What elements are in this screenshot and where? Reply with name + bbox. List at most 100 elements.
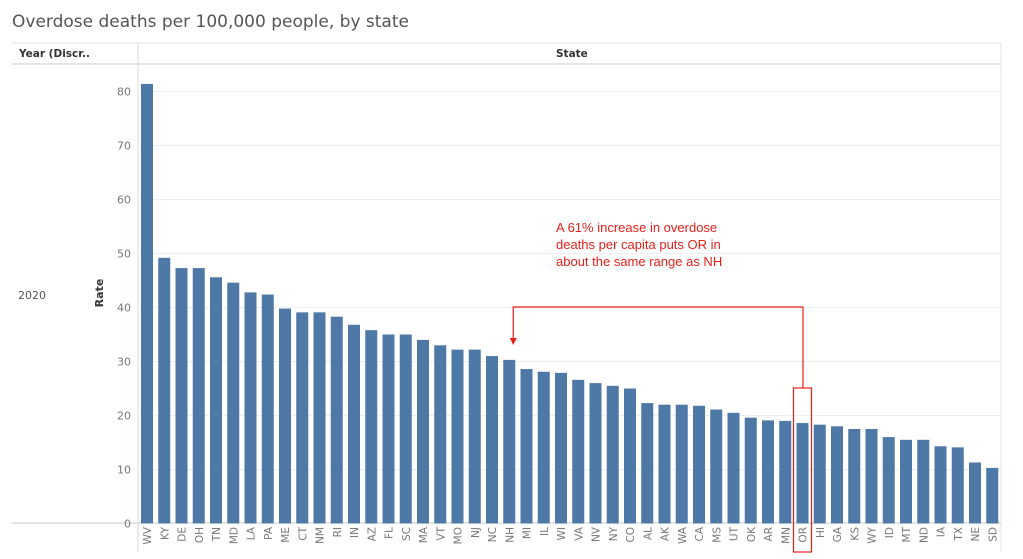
annotation-arrowhead xyxy=(509,338,517,345)
x-tick-label: IN xyxy=(349,527,361,538)
x-tick-label: OK xyxy=(746,526,758,542)
year-row-label: 2020 xyxy=(18,289,46,302)
x-tick-label: UT xyxy=(729,526,741,541)
bar-mn xyxy=(779,420,792,524)
bar-in xyxy=(348,324,360,524)
x-tick-label: CO xyxy=(625,527,637,543)
bar-fl xyxy=(382,334,395,524)
x-tick-label: SC xyxy=(401,527,413,541)
annotation-line-2: deaths per capita puts OR in xyxy=(556,237,721,252)
x-tick-label: KS xyxy=(849,527,861,541)
y-tick-label: 0 xyxy=(124,518,131,531)
bar-ut xyxy=(727,412,740,524)
x-tick-label: NY xyxy=(608,526,620,541)
bar-ar xyxy=(762,420,774,524)
row-field-header[interactable]: Year (Discr.. xyxy=(19,48,90,60)
x-tick-label: VA xyxy=(573,526,585,541)
bar-mi xyxy=(520,369,533,524)
x-tick-label: SD xyxy=(987,527,999,542)
bar-de xyxy=(175,268,188,524)
y-axis-ticks: 0 10 20 30 40 50 60 70 80 xyxy=(117,86,131,531)
bar-ms xyxy=(710,409,723,524)
annotation-arrow-line xyxy=(512,306,804,388)
bar-wa xyxy=(675,404,688,524)
bar-nd xyxy=(917,439,930,524)
x-tick-label: IL xyxy=(539,527,551,536)
bar-md xyxy=(227,282,240,524)
x-tick-label: HI xyxy=(815,527,827,538)
chart-title: Overdose deaths per 100,000 people, by s… xyxy=(12,12,409,32)
bar-wi xyxy=(555,372,567,524)
x-tick-label: PA xyxy=(263,526,275,540)
x-tick-label: OR xyxy=(798,527,810,543)
x-tick-label: AL xyxy=(642,527,654,540)
bar-ct xyxy=(296,312,309,524)
x-tick-label: NE xyxy=(970,527,982,542)
bar-mo xyxy=(451,349,464,524)
annotation-line-1: A 61% increase in overdose xyxy=(556,220,718,235)
x-tick-label: MN xyxy=(780,527,792,544)
bar-hi xyxy=(813,424,826,524)
bar-ak xyxy=(658,404,671,524)
y-tick-label: 50 xyxy=(117,248,131,261)
x-tick-label: WI xyxy=(556,527,568,540)
bar-nc xyxy=(486,356,498,524)
bar-ca xyxy=(693,405,705,524)
x-tick-label: NC xyxy=(487,527,499,542)
x-tick-label: RI xyxy=(332,527,344,537)
bar-or xyxy=(796,423,809,524)
x-tick-label: MS xyxy=(711,527,723,543)
y-axis-title: Rate xyxy=(93,279,106,308)
bar-la xyxy=(244,292,257,524)
bars xyxy=(141,83,999,524)
x-tick-label: CT xyxy=(297,526,309,540)
bar-tx xyxy=(951,447,964,524)
y-tick-label: 30 xyxy=(117,356,131,369)
x-tick-label: KY xyxy=(159,526,171,540)
bar-me xyxy=(279,308,291,524)
bar-id xyxy=(882,437,895,524)
x-tick-label: DE xyxy=(177,527,189,542)
y-tick-label: 10 xyxy=(117,464,131,477)
x-tick-label: WY xyxy=(867,526,879,543)
annotation-line-3: about the same range as NH xyxy=(556,254,723,269)
col-field-header[interactable]: State xyxy=(556,48,588,60)
x-axis-labels: WV KY DE OH TN MD LA PA ME CT NM RI IN AZ FL SC MA VT MO NJ… xyxy=(142,526,999,545)
x-tick-label: AK xyxy=(660,526,672,541)
y-tick-label: 20 xyxy=(117,410,131,423)
bar-az xyxy=(365,330,378,524)
bar-mt xyxy=(900,439,912,524)
bar-al xyxy=(641,403,654,524)
x-tick-label: FL xyxy=(384,527,396,539)
y-tick-label: 40 xyxy=(117,302,131,315)
bar-pa xyxy=(261,294,274,524)
x-tick-label: NH xyxy=(504,527,516,543)
bar-co xyxy=(624,388,636,524)
bar-tn xyxy=(210,277,222,524)
y-tick-label: 70 xyxy=(117,140,131,153)
x-tick-label: AZ xyxy=(366,527,378,541)
bar-nv xyxy=(589,383,602,524)
bar-ne xyxy=(969,462,981,524)
x-tick-label: MI xyxy=(522,527,534,539)
x-tick-label: NM xyxy=(315,527,327,544)
bar-ky xyxy=(158,257,171,524)
x-tick-label: ME xyxy=(280,527,292,543)
bar-oh xyxy=(192,268,205,524)
bar-sd xyxy=(986,467,999,524)
bar-il xyxy=(537,371,550,524)
bar-nh xyxy=(503,359,516,524)
x-tick-label: NV xyxy=(591,526,603,542)
bar-nj xyxy=(468,349,481,524)
y-tick-label: 60 xyxy=(117,194,131,207)
x-tick-label: AR xyxy=(763,527,775,541)
bar-wy xyxy=(865,429,878,524)
x-tick-label: TN xyxy=(211,527,223,542)
annotation-text: A 61% increase in overdose deaths per ca… xyxy=(556,219,771,270)
bar-nm xyxy=(313,312,326,524)
bar-ga xyxy=(831,426,843,524)
x-tick-label: MO xyxy=(453,527,465,544)
bar-ri xyxy=(330,316,343,524)
bar-ia xyxy=(934,446,947,524)
